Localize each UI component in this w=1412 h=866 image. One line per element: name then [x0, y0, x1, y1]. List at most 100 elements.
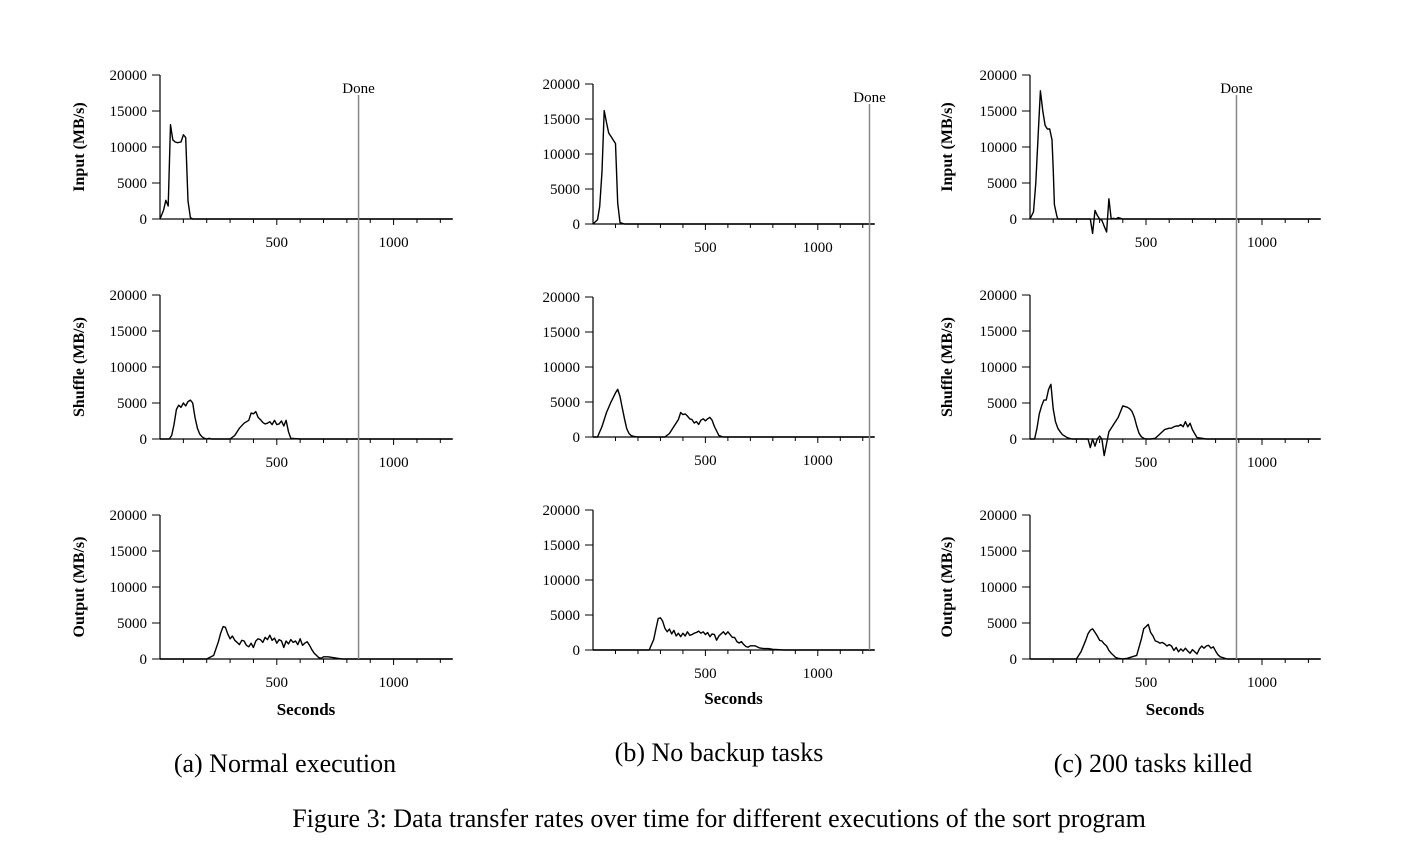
series-line	[1029, 90, 1320, 235]
y-tick-label: 20000	[110, 288, 148, 304]
y-tick-label: 10000	[543, 360, 581, 376]
y-tick-label: 10000	[980, 360, 1018, 376]
x-tick-label: 1000	[1247, 675, 1277, 691]
x-tick-label: 500	[1135, 235, 1158, 251]
y-tick-label: 20000	[980, 288, 1018, 304]
x-tick-label: 500	[266, 675, 289, 691]
y-tick-label: 0	[140, 432, 148, 448]
figure-caption: Figure 3: Data transfer rates over time …	[292, 804, 1146, 833]
y-axis-label: Input (MB/s)	[939, 102, 956, 191]
series-line	[160, 399, 452, 440]
panel-input: 0 5000 10000 15000 20000 500 1000 Input (MB/s)	[71, 68, 453, 251]
panel-input: 0 5000 10000 15000 20000 500 1000	[543, 77, 875, 256]
x-tick-label: 500	[1135, 675, 1158, 691]
panel-input: 0 5000 10000 15000 20000 500 1000 Input (MB/s)	[939, 68, 1321, 251]
series-line	[160, 625, 452, 660]
y-tick-label: 5000	[550, 395, 580, 411]
y-tick-label: 10000	[543, 573, 581, 589]
panel-shuffle: 0 5000 10000 15000 20000 500 1000	[543, 290, 875, 469]
y-tick-label: 5000	[117, 616, 147, 632]
subfigure-caption: (b) No backup tasks	[615, 738, 824, 767]
y-tick-label: 5000	[987, 176, 1017, 192]
y-axis-label: Shuffle (MB/s)	[71, 317, 88, 417]
y-tick-label: 20000	[110, 508, 148, 524]
x-tick-label: 1000	[379, 675, 409, 691]
y-tick-label: 5000	[117, 396, 147, 412]
x-tick-label: 1000	[1247, 455, 1277, 471]
series-line	[593, 617, 874, 651]
x-tick-label: 500	[266, 455, 289, 471]
y-tick-label: 15000	[980, 544, 1018, 560]
x-tick-label: 500	[1135, 455, 1158, 471]
y-tick-label: 20000	[980, 68, 1018, 84]
y-tick-label: 0	[573, 643, 581, 659]
y-tick-label: 5000	[987, 616, 1017, 632]
y-tick-label: 0	[1010, 212, 1018, 228]
y-tick-label: 0	[1010, 432, 1018, 448]
y-axis-label: Output (MB/s)	[939, 537, 956, 638]
y-tick-label: 10000	[110, 140, 148, 156]
subfigure-caption: (c) 200 tasks killed	[1054, 749, 1253, 778]
panel-output: 0 5000 10000 15000 20000 500 1000	[543, 503, 875, 682]
x-axis-label: Seconds	[277, 700, 336, 719]
x-tick-label: 500	[266, 235, 289, 251]
x-tick-label: 1000	[379, 235, 409, 251]
panel-output: 0 5000 10000 15000 20000 500 1000 Output (MB/s)	[939, 508, 1321, 691]
done-label: Done	[342, 81, 375, 97]
x-tick-label: 1000	[379, 455, 409, 471]
y-tick-label: 0	[140, 212, 148, 228]
y-tick-label: 15000	[543, 325, 581, 341]
y-axis-label: Shuffle (MB/s)	[939, 317, 956, 417]
y-tick-label: 20000	[543, 503, 581, 519]
x-tick-label: 1000	[803, 240, 833, 256]
panel-shuffle: 0 5000 10000 15000 20000 500 1000 Shuffle (MB/s…	[71, 288, 453, 471]
y-tick-label: 20000	[543, 290, 581, 306]
y-tick-label: 10000	[543, 147, 581, 163]
x-axis-label: Seconds	[704, 689, 763, 708]
y-tick-label: 15000	[980, 324, 1018, 340]
x-tick-label: 1000	[1247, 235, 1277, 251]
series-line	[1030, 623, 1320, 660]
y-tick-label: 0	[140, 652, 148, 668]
y-tick-label: 15000	[110, 104, 148, 120]
done-label: Done	[1220, 81, 1253, 97]
y-tick-label: 5000	[550, 182, 580, 198]
y-tick-label: 0	[573, 217, 581, 233]
panel-output: 0 5000 10000 15000 20000 500 1000 Output (MB/s)	[71, 508, 453, 691]
y-tick-label: 15000	[980, 104, 1018, 120]
x-axis-label: Seconds	[1146, 700, 1205, 719]
y-tick-label: 0	[573, 430, 581, 446]
y-tick-label: 20000	[110, 68, 148, 84]
y-tick-label: 5000	[550, 608, 580, 624]
y-tick-label: 10000	[980, 580, 1018, 596]
y-tick-label: 5000	[117, 176, 147, 192]
series-line	[593, 388, 874, 438]
panel-shuffle: 0 5000 10000 15000 20000 500 1000 Shuffle (MB/s…	[939, 288, 1321, 471]
x-tick-label: 500	[694, 453, 717, 469]
y-tick-label: 10000	[110, 580, 148, 596]
y-tick-label: 15000	[110, 544, 148, 560]
x-tick-label: 1000	[803, 453, 833, 469]
y-tick-label: 5000	[987, 396, 1017, 412]
series-line	[1030, 383, 1320, 457]
x-tick-label: 500	[694, 240, 717, 256]
y-tick-label: 15000	[110, 324, 148, 340]
y-tick-label: 10000	[980, 140, 1018, 156]
subfigure-caption: (a) Normal execution	[174, 749, 396, 778]
y-tick-label: 15000	[543, 112, 581, 128]
y-axis-label: Output (MB/s)	[71, 537, 88, 638]
x-tick-label: 1000	[803, 666, 833, 682]
y-tick-label: 20000	[980, 508, 1018, 524]
y-tick-label: 15000	[543, 538, 581, 554]
y-axis-label: Input (MB/s)	[71, 102, 88, 191]
y-tick-label: 10000	[110, 360, 148, 376]
y-tick-label: 0	[1010, 652, 1018, 668]
x-tick-label: 500	[694, 666, 717, 682]
y-tick-label: 20000	[543, 77, 581, 93]
done-label: Done	[853, 90, 886, 106]
